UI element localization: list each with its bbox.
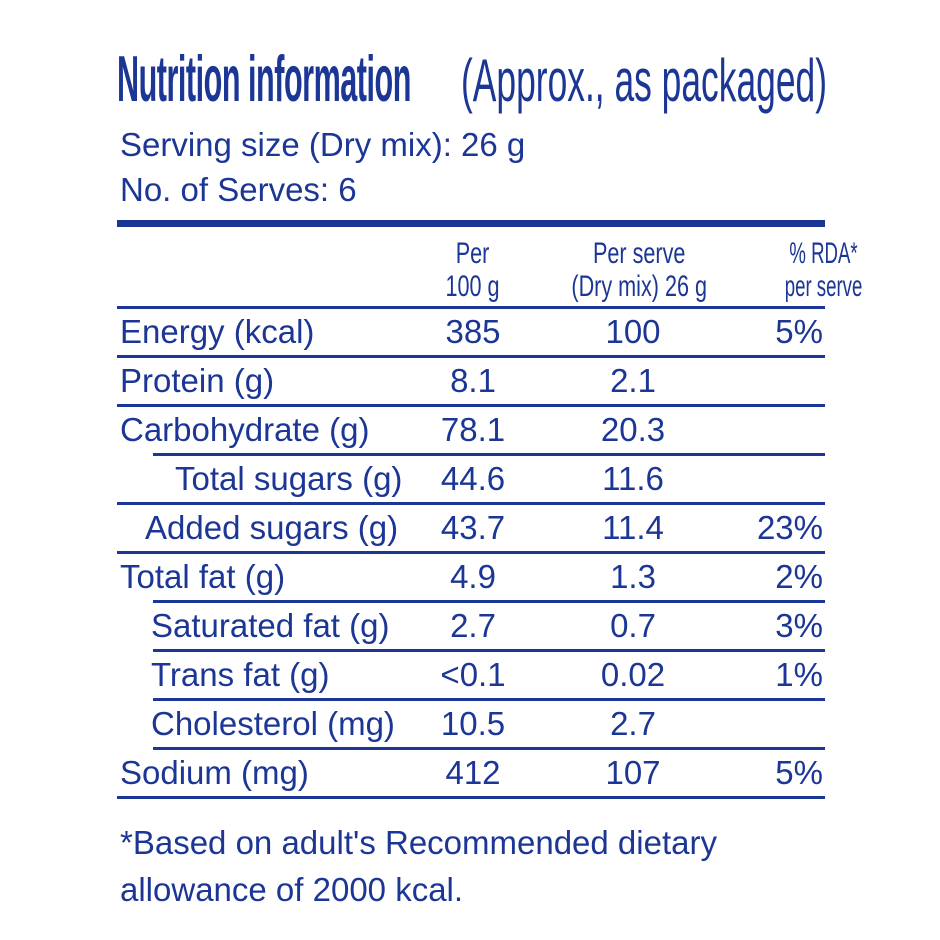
value-per-serve: 2.1 — [610, 362, 656, 399]
row-rule — [153, 600, 825, 603]
page-title-wrapper: Nutrition information — [117, 46, 451, 112]
row-rule — [117, 502, 825, 505]
col-header-per-100g-line2: 100 g — [445, 270, 501, 303]
row-rule — [117, 404, 825, 407]
table-row-added-sugars: Added sugars (g) 43.7 11.4 23% — [117, 505, 825, 551]
col-header-rda-line1: % RDA* — [789, 237, 858, 270]
table-row-energy: Energy (kcal) 385 100 5% — [117, 309, 825, 355]
table-header-row: Per 100 g Per serve (Dry mix) 26 g % RDA… — [117, 227, 863, 306]
table-row-trans-fat: Trans fat (g) <0.1 0.02 1% — [117, 652, 825, 698]
table-row-saturated-fat: Saturated fat (g) 2.7 0.7 3% — [117, 603, 825, 649]
value-per-serve: 11.6 — [602, 460, 664, 497]
header-rule — [117, 306, 825, 309]
row-rule — [153, 747, 825, 750]
footnote-line2: allowance of 2000 kcal. — [120, 871, 464, 908]
value-per-serve: 20.3 — [600, 411, 666, 448]
value-rda: 1% — [775, 656, 823, 693]
row-rule — [153, 453, 825, 456]
serving-size-line: Serving size (Dry mix): 26 g — [120, 126, 526, 163]
value-per-100g: 43.7 — [440, 509, 506, 546]
value-per-100g: 8.1 — [450, 362, 496, 399]
value-per-100g: 2.7 — [450, 607, 496, 644]
col-header-per-serve-line2: (Dry mix) 26 g — [571, 270, 707, 303]
value-per-100g: 4.9 — [450, 558, 496, 595]
value-rda: 23% — [756, 509, 823, 546]
table-top-bar — [117, 220, 825, 227]
col-header-per-serve: Per serve (Dry mix) 26 g — [545, 237, 721, 303]
serves-count-line: No. of Serves: 6 — [120, 171, 357, 208]
value-per-serve: 1.3 — [610, 558, 656, 595]
value-per-serve: 0.02 — [600, 656, 666, 693]
value-per-100g: <0.1 — [440, 656, 506, 693]
row-label: Cholesterol (mg) — [151, 705, 395, 742]
table-row-sodium: Sodium (mg) 412 107 5% — [117, 750, 825, 796]
col-header-rda: % RDA* per serve — [721, 237, 863, 303]
row-label: Total fat (g) — [120, 558, 286, 595]
row-label: Sodium (mg) — [120, 754, 309, 791]
table-row-total-fat: Total fat (g) 4.9 1.3 2% — [117, 554, 825, 600]
value-rda: 5% — [775, 313, 823, 350]
col-header-per-100g-line1: Per — [456, 237, 490, 270]
value-per-serve: 0.7 — [610, 607, 656, 644]
table-row-cholesterol: Cholesterol (mg) 10.5 2.7 — [117, 701, 825, 747]
footnote: *Based on adult's Recommended dietary al… — [117, 819, 825, 913]
row-label: Saturated fat (g) — [151, 607, 390, 644]
row-label: Trans fat (g) — [151, 656, 330, 693]
col-header-rda-line2: per serve — [784, 270, 863, 303]
value-rda: 5% — [775, 754, 823, 791]
col-header-per-100g: Per 100 g — [401, 237, 545, 303]
serving-info: Serving size (Dry mix): 26 g No. of Serv… — [117, 122, 825, 212]
value-per-100g: 10.5 — [440, 705, 506, 742]
footnote-line1: *Based on adult's Recommended dietary — [120, 824, 717, 861]
value-rda: 2% — [775, 558, 823, 595]
value-per-serve: 2.7 — [610, 705, 656, 742]
table-row-carbohydrate: Carbohydrate (g) 78.1 20.3 — [117, 407, 825, 453]
row-rule — [117, 355, 825, 358]
table-bottom-rule — [117, 796, 825, 799]
nutrition-label: Nutrition information (Approx., as packa… — [117, 46, 863, 913]
value-per-serve: 11.4 — [602, 509, 664, 546]
row-label: Added sugars (g) — [145, 509, 399, 546]
row-rule — [117, 551, 825, 554]
row-label: Protein (g) — [120, 362, 275, 399]
value-per-serve: 100 — [605, 313, 661, 350]
table-row-total-sugars: Total sugars (g) 44.6 11.6 — [117, 456, 825, 502]
page-title: Nutrition information — [117, 42, 411, 115]
col-header-per-serve-line1: Per serve — [592, 237, 686, 270]
value-per-100g: 385 — [445, 313, 501, 350]
title-qualifier-wrapper: (Approx., as packaged) — [461, 48, 833, 114]
value-per-100g: 78.1 — [440, 411, 506, 448]
value-per-100g: 44.6 — [440, 460, 506, 497]
table-row-protein: Protein (g) 8.1 2.1 — [117, 358, 825, 404]
value-per-serve: 107 — [605, 754, 661, 791]
row-label: Total sugars (g) — [175, 460, 403, 497]
row-label: Energy (kcal) — [120, 313, 315, 350]
value-rda: 3% — [775, 607, 823, 644]
value-per-100g: 412 — [445, 754, 501, 791]
row-rule — [153, 698, 825, 701]
title-qualifier: (Approx., as packaged) — [461, 47, 828, 114]
row-label: Carbohydrate (g) — [120, 411, 370, 448]
title-row: Nutrition information (Approx., as packa… — [117, 46, 827, 114]
row-rule — [153, 649, 825, 652]
